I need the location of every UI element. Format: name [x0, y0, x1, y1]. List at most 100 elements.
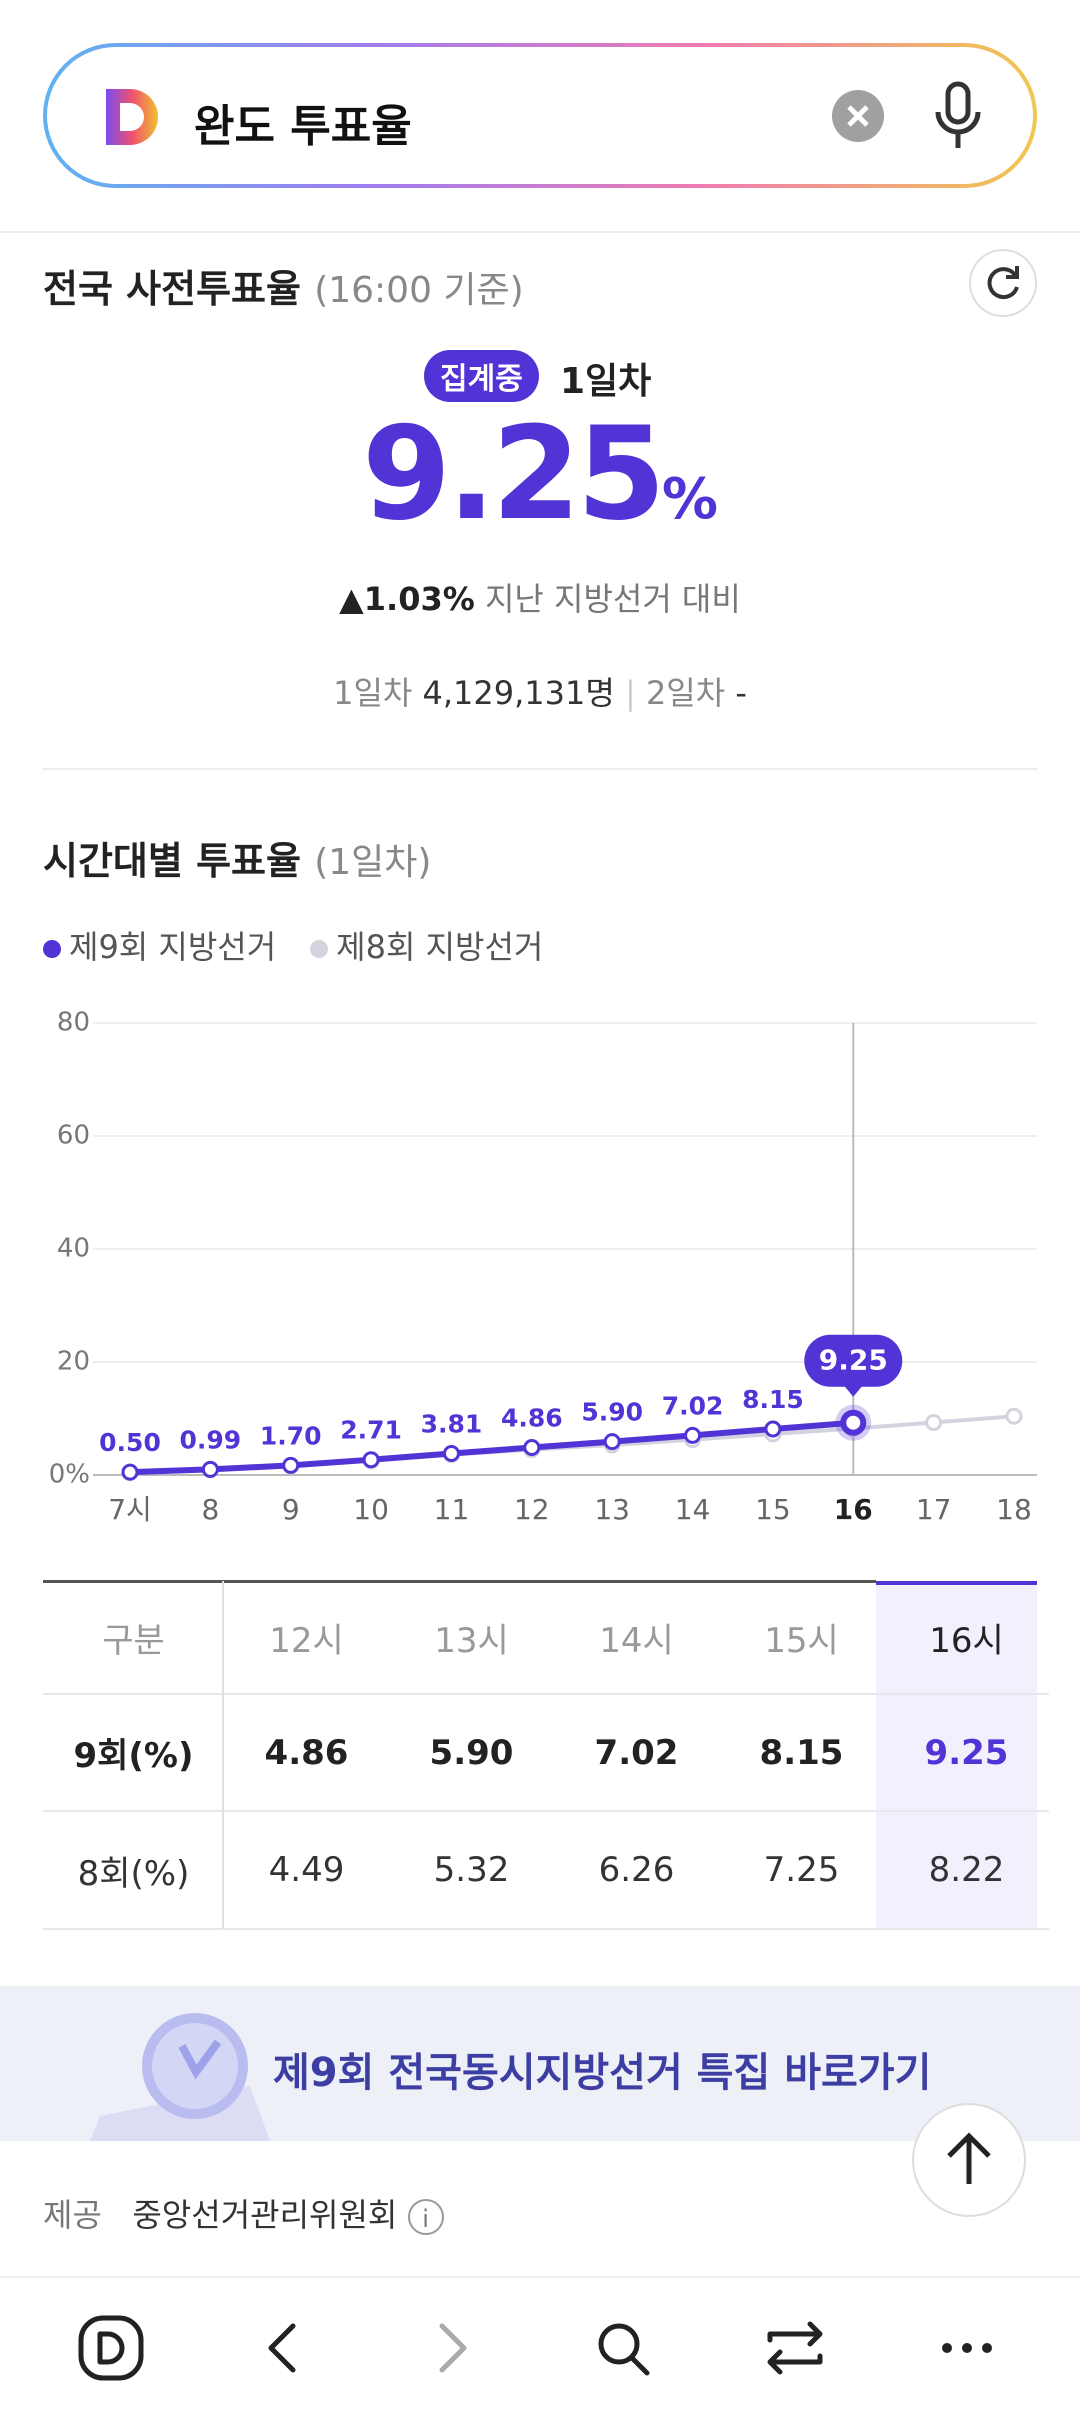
search-icon[interactable]: [598, 2323, 640, 2365]
scroll-top-button[interactable]: [911, 2102, 1027, 2218]
bottom-nav: [0, 2276, 1080, 2422]
title: 전국 사전투표율: [43, 267, 301, 311]
table-header: 구분: [43, 1581, 224, 1695]
refresh-button[interactable]: [968, 248, 1038, 318]
table-cell: 4.49: [224, 1811, 389, 1930]
status-badge: 집계중: [424, 350, 539, 402]
y-tick-label: 0%: [49, 1460, 90, 1490]
point: [840, 1409, 867, 1436]
provider-name: 중앙선거관리위원회: [132, 2196, 398, 2234]
y-tick-label: 20: [57, 1347, 90, 1377]
rate: 9.25%: [0, 400, 1080, 549]
legend: 제9회 지방선거 제8회 지방선거: [43, 922, 577, 968]
value-label: 2.71: [340, 1416, 402, 1445]
table-header: 14시: [554, 1581, 719, 1695]
table-cell: 6.26: [554, 1811, 719, 1930]
legend-label: 제9회 지방선거: [69, 928, 277, 966]
home-icon[interactable]: [78, 2315, 144, 2381]
value-label: 3.81: [421, 1409, 483, 1438]
search-bar[interactable]: [43, 43, 1037, 188]
x-tick-label: 10: [353, 1493, 389, 1526]
rate-unit: %: [661, 467, 718, 532]
value-label: 1.70: [260, 1421, 322, 1450]
y-tick-label: 40: [57, 1234, 90, 1264]
time-note: (16:00 기준): [314, 270, 524, 311]
table-cell: 8.22: [884, 1811, 1049, 1930]
provider-label: 제공: [43, 2196, 102, 2234]
x-tick-label: 11: [434, 1493, 470, 1526]
day1-label: 1일차: [333, 674, 413, 712]
table-row: 8회(%) 4.49 5.32 6.26 7.25 8.22: [43, 1811, 1049, 1930]
x-tick-label: 9: [282, 1493, 300, 1526]
day-label: 1일차: [560, 361, 652, 402]
y-tick-label: 80: [57, 1008, 90, 1038]
share-icon[interactable]: [767, 2321, 823, 2375]
section-title: 시간대별 투표율 (1일차): [43, 830, 431, 885]
change: ▲1.03% 지난 지방선거 대비: [339, 580, 741, 618]
tooltip-pointer: [843, 1384, 864, 1397]
point: [442, 1444, 460, 1462]
clear-button[interactable]: [832, 90, 884, 142]
table-cell: 5.32: [389, 1811, 554, 1930]
table-header: 15시: [719, 1581, 884, 1695]
table-header: 12시: [224, 1581, 389, 1695]
day2-count: -: [735, 674, 747, 712]
provider: 제공 중앙선거관리위원회 i: [43, 2190, 444, 2236]
table-cell: 8.15: [719, 1694, 884, 1812]
divider: [43, 768, 1037, 770]
x-tick-label: 16: [834, 1493, 873, 1526]
legend-dot: [310, 940, 329, 958]
turnout-table: 구분 12시 13시 14시 15시 16시 9회(%) 4.86 5.90 7.02 8.15 9.…: [43, 1581, 1049, 1930]
table-row: 9회(%) 4.86 5.90 7.02 8.15 9.25: [43, 1694, 1049, 1812]
table-cell: 8회(%): [43, 1811, 224, 1930]
y-tick-label: 60: [57, 1121, 90, 1151]
x-tick-label: 15: [755, 1493, 791, 1526]
x-tick-label: 17: [916, 1493, 952, 1526]
tooltip-label: 9.25: [819, 1344, 888, 1377]
more-icon[interactable]: [942, 2343, 992, 2353]
forward-icon[interactable]: [439, 2323, 467, 2373]
line-chart: 0% 20 40 60 80 7시 8 9 10 11 12 13 14 15 16 17 18 0.50 0.99…: [49, 1008, 1037, 1526]
banner-text[interactable]: 제9회 전국동시지방선거 특집 바로가기: [273, 2050, 932, 2096]
point: [201, 1460, 219, 1478]
x-tick-label: 14: [675, 1493, 711, 1526]
value-label: 8.15: [742, 1385, 804, 1414]
change-value: 1.03%: [363, 580, 475, 618]
table-cell: 7.25: [719, 1811, 884, 1930]
search-query[interactable]: 완도 투표율: [194, 101, 412, 152]
point: [1005, 1407, 1023, 1425]
back-icon[interactable]: [268, 2323, 296, 2373]
x-tick-label: 8: [201, 1493, 219, 1526]
point: [523, 1439, 541, 1457]
daum-logo: [106, 89, 158, 145]
x-tick-label: 18: [996, 1493, 1032, 1526]
mic-button[interactable]: [930, 80, 986, 152]
change-note: 지난 지방선거 대비: [484, 580, 741, 618]
subtitle: (1일차): [314, 842, 432, 883]
point: [684, 1426, 702, 1444]
x-tick-label: 12: [514, 1493, 550, 1526]
value-label: 5.90: [581, 1398, 643, 1427]
table-cell: 5.90: [389, 1694, 554, 1812]
value-label: 7.02: [662, 1391, 724, 1420]
title: 시간대별 투표율: [43, 839, 301, 883]
turnout-count: 1일차 4,129,131명 | 2일차 -: [333, 674, 747, 712]
banner[interactable]: 제9회 전국동시지방선거 특집 바로가기: [0, 1986, 1080, 2141]
rate-value: 9.25: [362, 400, 666, 549]
divider: [0, 231, 1080, 233]
legend-dot: [43, 940, 61, 958]
point: [925, 1413, 943, 1431]
tooltip: [804, 1334, 903, 1387]
legend-label: 제8회 지방선거: [336, 928, 544, 966]
point: [362, 1451, 380, 1469]
table-header: 16시: [884, 1581, 1049, 1695]
table-row: 구분 12시 13시 14시 15시 16시: [43, 1581, 1049, 1695]
day1-count: 4,129,131명: [422, 674, 615, 712]
column-divider: [222, 1581, 224, 1929]
x-tick-label: 7시: [108, 1493, 152, 1526]
x-tick-label: 13: [594, 1493, 630, 1526]
legend-item: 제8회 지방선거: [310, 928, 543, 966]
value-label: 0.50: [99, 1428, 161, 1457]
point: [121, 1463, 139, 1481]
